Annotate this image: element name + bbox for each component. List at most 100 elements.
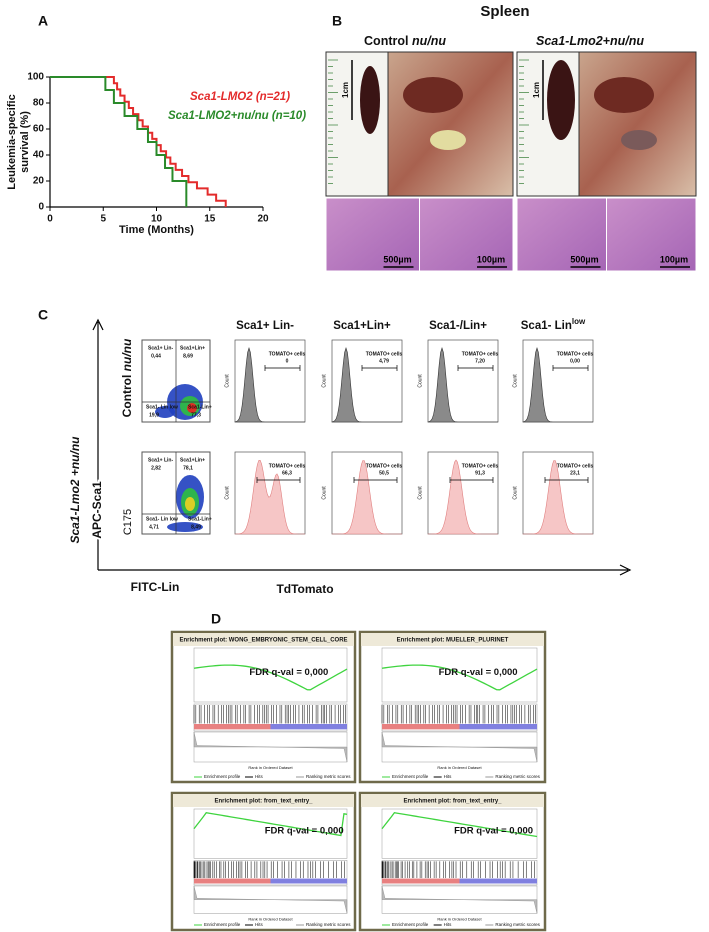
y-tick-label: 60 <box>33 124 45 135</box>
ranking-frame <box>193 885 348 914</box>
tomato-value: 0,00 <box>570 358 580 364</box>
panel-label: B <box>332 13 342 29</box>
tomato-label: TOMATO+ cells <box>462 351 499 357</box>
tomato-value: 0 <box>286 358 289 364</box>
gsea-legend: Enrichment profile <box>204 774 241 779</box>
x-tick-label: 0 <box>47 214 53 225</box>
y-tick-label: 20 <box>33 176 45 187</box>
ranking-frame <box>381 885 538 914</box>
gsea-legend: Ranking metric scores <box>495 774 540 779</box>
fdr-label: FDR q-val = 0,000 <box>439 667 518 678</box>
cell-density <box>185 497 195 511</box>
axis-label: APC-Sca1 <box>90 481 104 539</box>
gsea-title-band <box>361 633 544 646</box>
histogram <box>523 460 593 535</box>
gate-bar <box>457 365 494 371</box>
histology-photo <box>606 197 697 272</box>
y-tick-label: 80 <box>33 98 45 109</box>
tomato-label: TOMATO+ cells <box>557 351 594 357</box>
gsea-xlabel: Rank in Ordered Dataset <box>248 765 293 770</box>
count-label: Count <box>224 374 230 388</box>
x-axis-label: Time (Months) <box>119 224 194 236</box>
gate-value: 19,9 <box>149 412 159 418</box>
gsea-legend: Enrichment profile <box>204 922 241 927</box>
header-part: Sca1- Lin <box>521 320 572 332</box>
row-label: Control nu/nu <box>120 338 134 417</box>
y-tick-label: 40 <box>33 150 45 161</box>
count-label: Count <box>224 486 230 500</box>
ruler-label: 1cm <box>532 82 541 98</box>
histology-photo <box>516 197 607 272</box>
x-tick-label: 20 <box>257 214 269 225</box>
histogram <box>427 459 498 535</box>
enrichment-curve <box>381 664 538 691</box>
legend-entry: Sca1-LMO2 (n=21) <box>190 91 290 103</box>
y-axis-label: Leukemia-specific <box>6 94 18 189</box>
tomato-value: 66,3 <box>282 470 292 476</box>
gate-value: 8,69 <box>183 353 193 359</box>
gate-bar <box>361 365 398 371</box>
group-label: Sca1-Lmo2+nu/nu <box>536 34 644 48</box>
gsea-title: Enrichment plot: from_text_entry_ <box>403 799 502 805</box>
count-label: Count <box>417 374 423 388</box>
scale-bar-label: 100µm <box>660 254 688 264</box>
spleen <box>547 60 575 140</box>
mouse-photo <box>387 51 514 197</box>
rank-blue <box>270 878 347 884</box>
gate-label: Sca1+ Lin- <box>148 457 173 463</box>
gsea-legend: Ranking metric scores <box>306 774 351 779</box>
rank-blue <box>459 723 537 730</box>
tomato-value: 50,5 <box>379 470 389 476</box>
count-label: Count <box>321 374 327 388</box>
cell-density <box>155 406 175 418</box>
histogram <box>427 346 498 423</box>
gate-lines <box>142 340 210 422</box>
count-label: Count <box>321 486 327 500</box>
gsea-title: Enrichment plot: from_text_entry_ <box>214 799 313 805</box>
tomato-label: TOMATO+ cells <box>366 463 403 469</box>
axis-label: FITC-Lin <box>131 580 180 594</box>
gsea-legend: Hits <box>444 922 452 927</box>
gate-label: Sca1+ Lin- <box>148 345 173 351</box>
organ <box>621 130 657 150</box>
y-axis-label: survival (%) <box>19 111 31 173</box>
rank-red <box>382 878 460 884</box>
panel-title: Spleen <box>480 3 529 20</box>
label-part-italic: Sca1-Lmo2+nu/nu <box>536 34 644 48</box>
histology-photo <box>419 197 514 272</box>
tomato-value: 4,79 <box>379 358 389 364</box>
fdr-label: FDR q-val = 0,000 <box>249 667 328 678</box>
count-label: Count <box>512 486 518 500</box>
es-plot <box>381 808 538 859</box>
x-tick-label: 10 <box>151 214 163 225</box>
scale-bar-label: 500µm <box>383 254 411 264</box>
spleen <box>360 66 380 134</box>
gsea-legend: Hits <box>255 922 263 927</box>
column-header: Sca1+Lin+ <box>333 320 391 332</box>
tomato-value: 91,3 <box>475 470 485 476</box>
histogram <box>234 346 305 423</box>
gsea-xlabel: Rank in Ordered Dataset <box>248 916 293 921</box>
tomato-label: TOMATO+ cells <box>269 351 306 357</box>
scale-bar-label: 500µm <box>570 254 598 264</box>
es-plot <box>381 647 538 703</box>
gsea-title: Enrichment plot: MUELLER_PLURINET <box>397 638 509 644</box>
enrichment-curve <box>381 811 538 838</box>
panel-label: A <box>38 13 48 29</box>
gate-bar <box>256 477 301 483</box>
tomato-label: TOMATO+ cells <box>366 351 403 357</box>
gate-bar <box>544 477 589 483</box>
gsea-title: Enrichment plot: WONG_EMBRYONIC_STEM_CEL… <box>179 638 347 644</box>
gsea-title-band <box>173 633 354 646</box>
y-tick-label: 100 <box>27 72 44 83</box>
gate-label: Sca1-Lin+ <box>188 516 212 522</box>
gsea-legend: Ranking metric scores <box>495 922 540 927</box>
enrichment-curve <box>193 664 348 691</box>
rank-blue <box>270 723 347 730</box>
ranking-frame <box>193 731 348 763</box>
axis-arrow <box>92 318 632 576</box>
ruler-photo <box>325 51 389 197</box>
gate-bar <box>552 365 589 371</box>
tomato-label: TOMATO+ cells <box>557 463 594 469</box>
